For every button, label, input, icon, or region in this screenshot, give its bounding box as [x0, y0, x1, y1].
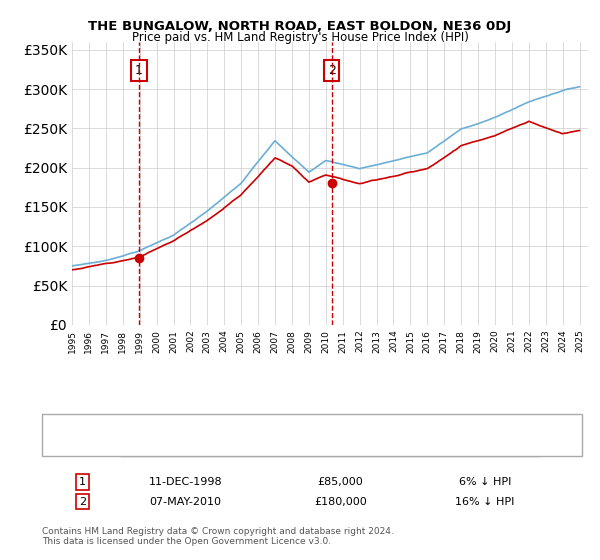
Text: £180,000: £180,000 — [314, 497, 367, 507]
Text: 11-DEC-1998: 11-DEC-1998 — [149, 477, 223, 487]
Text: 2: 2 — [328, 64, 335, 77]
Text: Contains HM Land Registry data © Crown copyright and database right 2024.
This d: Contains HM Land Registry data © Crown c… — [42, 526, 394, 546]
Legend: THE BUNGALOW, NORTH ROAD, EAST BOLDON, NE36 0DJ (detached house), HPI: Average p: THE BUNGALOW, NORTH ROAD, EAST BOLDON, N… — [119, 418, 541, 455]
Text: 1: 1 — [135, 64, 143, 77]
Text: 1: 1 — [79, 477, 86, 487]
Text: 16% ↓ HPI: 16% ↓ HPI — [455, 497, 514, 507]
Text: THE BUNGALOW, NORTH ROAD, EAST BOLDON, NE36 0DJ: THE BUNGALOW, NORTH ROAD, EAST BOLDON, N… — [88, 20, 512, 32]
Text: 07-MAY-2010: 07-MAY-2010 — [149, 497, 221, 507]
Text: 6% ↓ HPI: 6% ↓ HPI — [458, 477, 511, 487]
Text: 2: 2 — [79, 497, 86, 507]
Text: £85,000: £85,000 — [317, 477, 363, 487]
Text: Price paid vs. HM Land Registry's House Price Index (HPI): Price paid vs. HM Land Registry's House … — [131, 31, 469, 44]
